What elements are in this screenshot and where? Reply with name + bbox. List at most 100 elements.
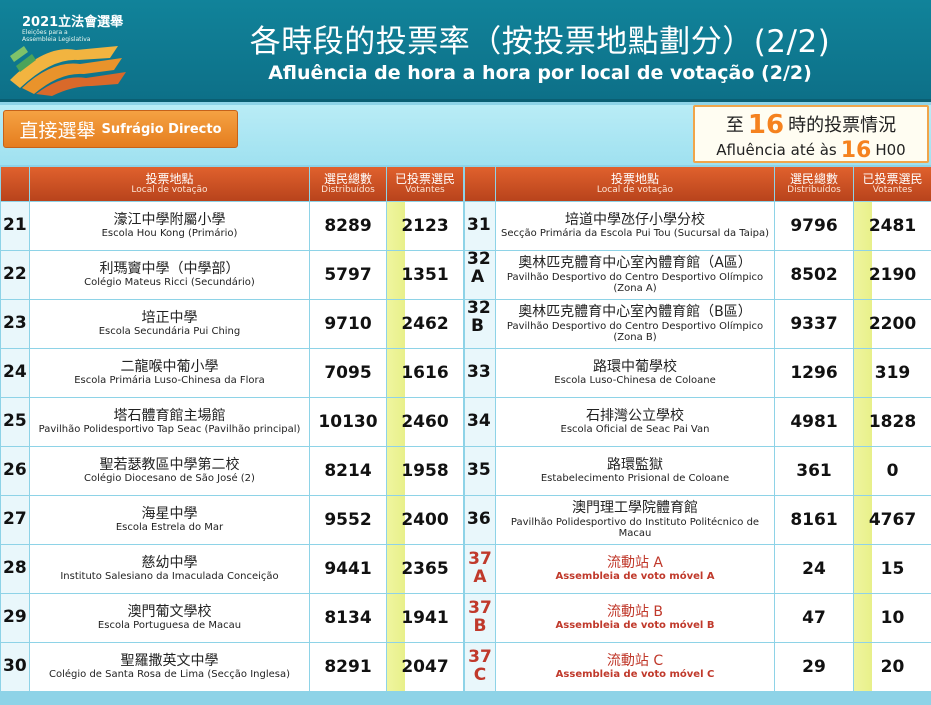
location-name-chinese: 奧林匹克體育中心室內體育館（A區） [518,255,752,272]
logo-subtitle-1: Eleições para a [22,29,68,36]
location-name-portuguese: Colégio Mateus Ricci (Secundário) [84,277,255,289]
station-number-main: 36 [467,509,491,530]
registered-voters: 8214 [310,447,386,495]
header-voted-chinese: 已投票選民 [394,171,455,186]
header-location-portuguese: Local de votação [131,184,208,195]
location-name-portuguese: Pavilhão Desportivo do Centro Desportivo… [506,271,764,295]
location-name-chinese: 流動站 C [606,653,664,670]
mobile-station-location: 流動站 B Assembleia de voto móvel B [496,594,774,642]
page-title-chinese: 各時段的投票率（按投票地點劃分）(2/2) [249,24,831,60]
station-number: 37 B [465,594,495,642]
header-location-portuguese: Local de votação [596,184,674,195]
table-header-number [1,167,29,201]
location-name-chinese: 澳門理工學院體育館 [572,500,698,517]
registered-voters: 5797 [310,251,386,299]
station-number: 37 A [465,545,495,593]
station-number: 36 [465,496,495,544]
location-name-chinese: 奧林匹克體育中心室內體育館（B區） [518,304,752,321]
location-name-chinese: 塔石體育館主場館 [113,408,226,425]
location-name-portuguese: Escola Luso-Chinesa de Coloane [554,375,716,387]
location-name-chinese: 利瑪竇中學（中學部） [99,261,240,278]
election-logo: 2021立法會選舉 Eleições para a Assembleia Leg… [6,6,146,98]
location-name-portuguese: Secção Primária da Escola Pui Tou (Sucur… [500,228,770,240]
votes-cast: 2190 [854,251,931,299]
station-number-main: 31 [467,215,491,236]
location-name-portuguese: Assembleia de voto móvel C [555,669,715,681]
registered-voters: 47 [775,594,853,642]
location-name-chinese: 聖羅撒英文中學 [120,653,219,670]
hour-value: 16 [747,110,785,140]
registered-voters: 9337 [775,300,853,348]
turnout-table-right: 投票地點 Local de votação 選民總數 Distribuídos … [465,167,931,691]
station-location: 濠江中學附屬小學 Escola Hou Kong (Primário) [30,202,309,250]
time-prefix-chinese: 至 [725,115,744,136]
header-voted-chinese: 已投票選民 [862,171,923,186]
logo-subtitle-2: Assembleia Legislativa [22,36,91,43]
votes-cast: 319 [854,349,931,397]
header-voted-portuguese: Votantes [872,184,913,195]
location-name-portuguese: Colégio de Santa Rosa de Lima (Secção In… [48,669,290,681]
registered-voters: 8289 [310,202,386,250]
location-name-portuguese: Escola Oficial de Seac Pai Van [560,424,710,436]
station-number: 26 [1,447,29,495]
header-voters-chinese: 選民總數 [789,171,838,186]
location-name-portuguese: Pavilhão Polidesportivo do Instituto Pol… [510,516,760,540]
votes-cast: 15 [854,545,931,593]
station-location: 奧林匹克體育中心室內體育館（B區） Pavilhão Desportivo do … [496,300,774,348]
station-number: 22 [1,251,29,299]
location-name-portuguese: Estabelecimento Prisional de Coloane [540,473,730,485]
location-name-chinese: 聖若瑟教區中學第二校 [99,457,240,474]
station-number: 33 [465,349,495,397]
time-prefix-portuguese: Afluência até às [716,141,837,159]
registered-voters: 4981 [775,398,853,446]
registered-voters: 9796 [775,202,853,250]
mobile-station-location: 流動站 A Assembleia de voto móvel A [496,545,774,593]
registered-voters: 8502 [775,251,853,299]
location-name-portuguese: Pavilhão Polidesportivo Tap Seac (Pavilh… [38,424,301,436]
station-location: 奧林匹克體育中心室內體育館（A區） Pavilhão Desportivo do … [496,251,774,299]
votes-cast: 1616 [387,349,463,397]
location-name-portuguese: Escola Primária Luso-Chinesa da Flora [74,375,265,387]
header-voters-chinese: 選民總數 [323,171,372,186]
station-number-suffix: A [471,266,485,287]
station-number: 35 [465,447,495,495]
station-number: 32 B [465,299,495,348]
location-name-chinese: 路環中葡學校 [593,359,677,376]
votes-cast: 1351 [387,251,463,299]
votes-cast: 2200 [854,300,931,348]
header-voters-portuguese: Distribuídos [787,184,841,195]
votes-cast: 2460 [387,398,463,446]
table-header-voted: 已投票選民 Votantes [387,167,463,201]
location-name-chinese: 海星中學 [141,506,198,523]
registered-voters: 10130 [310,398,386,446]
station-number-suffix: B [471,315,484,336]
location-name-portuguese: Instituto Salesiano da Imaculada Conceiç… [60,571,279,583]
registered-voters: 8134 [310,594,386,642]
location-name-chinese: 石排灣公立學校 [586,408,684,425]
votes-cast: 1828 [854,398,931,446]
header-voted-portuguese: Votantes [405,184,445,195]
station-location: 培正中學 Escola Secundária Pui Ching [30,300,309,348]
votes-cast: 1958 [387,447,463,495]
station-number: 25 [1,398,29,446]
station-location: 路環中葡學校 Escola Luso-Chinesa de Coloane [496,349,774,397]
time-suffix-portuguese: H00 [875,141,906,159]
station-number: 37 C [465,643,495,691]
station-number: 34 [465,398,495,446]
time-suffix-chinese: 時的投票情況 [788,115,897,136]
logo-emblem-icon [10,46,126,96]
table-header-location: 投票地點 Local de votação [30,167,309,201]
votes-cast: 2400 [387,496,463,544]
location-name-chinese: 培正中學 [141,310,198,327]
location-name-chinese: 流動站 A [606,555,664,572]
location-name-chinese: 路環監獄 [607,457,663,474]
station-number: 31 [465,202,495,250]
table-header-location: 投票地點 Local de votação [496,167,774,201]
station-number: 28 [1,545,29,593]
location-name-chinese: 澳門葡文學校 [127,604,212,621]
registered-voters: 7095 [310,349,386,397]
location-name-chinese: 二龍喉中葡小學 [120,359,219,376]
registered-voters: 8291 [310,643,386,691]
table-header-number [465,167,495,201]
table-header-voters: 選民總數 Distribuídos [310,167,386,201]
